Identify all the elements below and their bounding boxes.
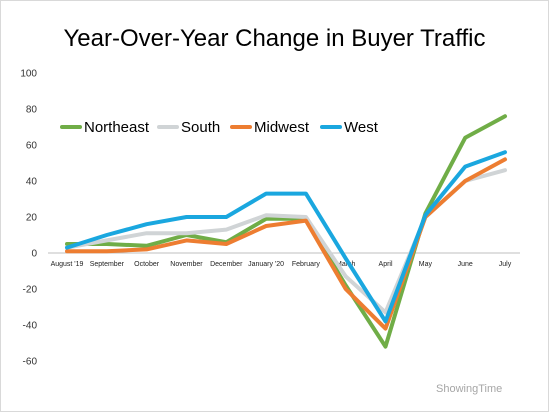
x-tick-label: December: [210, 261, 243, 268]
y-tick-label: 60: [26, 141, 38, 152]
legend-label-midwest: Midwest: [254, 119, 310, 136]
series-line-west: [65, 150, 507, 324]
x-tick-label: February: [292, 261, 321, 268]
x-tick-label: April: [379, 261, 393, 268]
series-line-south: [65, 168, 507, 315]
series-line-midwest: [65, 157, 507, 331]
legend: Northeast South Midwest West: [60, 119, 379, 136]
x-tick-label: October: [134, 261, 160, 268]
legend-label-northeast: Northeast: [84, 119, 150, 136]
x-tick-label: May: [419, 261, 433, 268]
y-tick-label: 40: [26, 177, 38, 188]
series-line-northeast: [65, 114, 507, 349]
x-tick-label: June: [458, 261, 473, 268]
chart-title: Year-Over-Year Change in Buyer Traffic: [63, 25, 486, 52]
legend-label-south: South: [181, 119, 220, 136]
y-tick-label: -20: [23, 285, 38, 296]
y-tick-label: 0: [31, 249, 37, 260]
y-tick-label: -40: [23, 321, 38, 332]
y-tick-label: 100: [20, 69, 37, 80]
axis-layer: 100 80 60 40 20 0 -20 -40 -60 August '19 September…: [20, 69, 520, 368]
x-tick-label: November: [170, 261, 203, 268]
x-tick-label: July: [499, 261, 512, 268]
y-tick-label: 80: [26, 105, 38, 116]
x-tick-label: August '19: [51, 261, 84, 268]
y-tick-label: -60: [23, 357, 38, 368]
x-tick-label: March: [336, 261, 356, 268]
series-layer: [65, 114, 507, 349]
source-label: ShowingTime: [436, 383, 503, 395]
y-tick-label: 20: [26, 213, 38, 224]
x-tick-label: January '20: [248, 261, 284, 268]
x-tick-label: September: [90, 261, 125, 268]
legend-label-west: West: [344, 119, 379, 136]
